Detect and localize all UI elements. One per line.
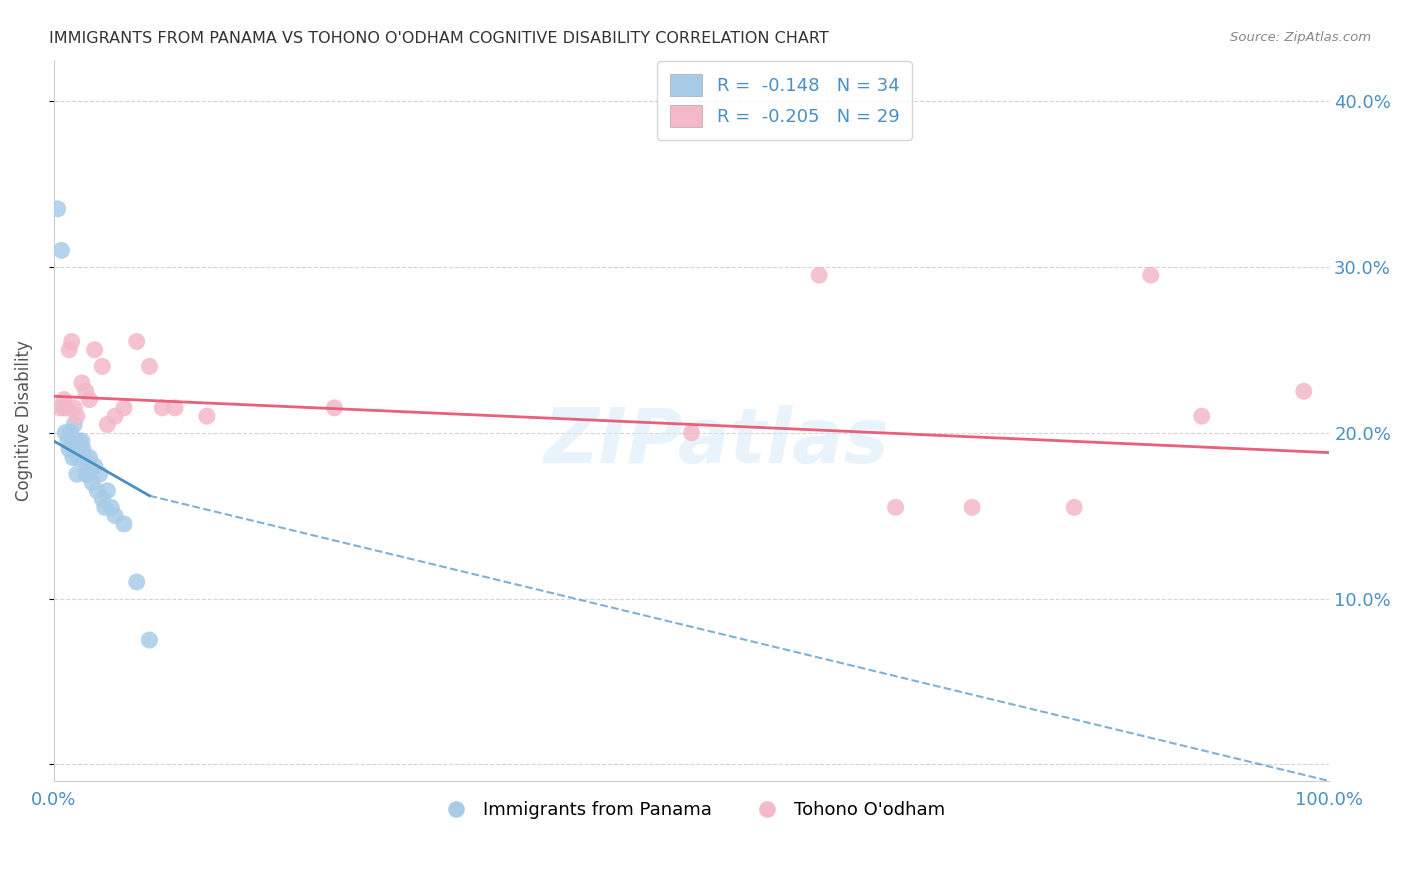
Point: [96, 483, 118, 498]
Point: [1292, 384, 1315, 399]
Point: [63, 401, 86, 415]
Point: [49, 401, 72, 415]
Point: [53, 425, 76, 440]
Point: [808, 268, 831, 283]
Point: [75, 384, 97, 399]
Point: [75, 467, 97, 482]
Point: [138, 633, 160, 648]
Point: [94, 500, 117, 515]
Point: [100, 500, 122, 515]
Point: [681, 425, 703, 440]
Point: [83, 458, 105, 473]
Text: IMMIGRANTS FROM PANAMA VS TOHONO O'ODHAM COGNITIVE DISABILITY CORRELATION CHART: IMMIGRANTS FROM PANAMA VS TOHONO O'ODHAM…: [49, 31, 830, 46]
Point: [1191, 409, 1213, 424]
Point: [79, 450, 101, 465]
Point: [72, 442, 94, 457]
Point: [59, 425, 82, 440]
Point: [76, 458, 98, 473]
Point: [163, 401, 186, 415]
Point: [63, 417, 86, 432]
Point: [884, 500, 907, 515]
Point: [53, 392, 76, 407]
Point: [58, 343, 80, 357]
Point: [51, 244, 73, 258]
Point: [195, 409, 218, 424]
Point: [125, 334, 148, 349]
Point: [86, 483, 108, 498]
Point: [46, 202, 69, 216]
Point: [70, 434, 93, 448]
Point: [150, 401, 173, 415]
Point: [56, 434, 79, 448]
Point: [66, 409, 89, 424]
Legend: Immigrants from Panama, Tohono O'odham: Immigrants from Panama, Tohono O'odham: [432, 794, 952, 826]
Y-axis label: Cognitive Disability: Cognitive Disability: [15, 340, 32, 500]
Point: [60, 334, 83, 349]
Point: [83, 343, 105, 357]
Point: [104, 508, 127, 523]
Point: [73, 450, 96, 465]
Point: [53, 401, 76, 415]
Point: [62, 450, 84, 465]
Point: [960, 500, 983, 515]
Point: [60, 434, 83, 448]
Point: [1063, 500, 1085, 515]
Point: [323, 401, 346, 415]
Point: [112, 516, 135, 531]
Text: Source: ZipAtlas.com: Source: ZipAtlas.com: [1230, 31, 1371, 45]
Point: [125, 574, 148, 589]
Point: [112, 401, 135, 415]
Point: [67, 450, 90, 465]
Point: [96, 417, 118, 432]
Point: [58, 442, 80, 457]
Point: [65, 434, 87, 448]
Text: ZIPatlas: ZIPatlas: [544, 405, 890, 479]
Point: [67, 434, 90, 448]
Point: [1139, 268, 1161, 283]
Point: [55, 401, 77, 415]
Point: [66, 467, 89, 482]
Point: [91, 359, 114, 374]
Point: [89, 467, 111, 482]
Point: [69, 442, 91, 457]
Point: [79, 392, 101, 407]
Point: [91, 491, 114, 506]
Point: [82, 475, 104, 490]
Point: [70, 376, 93, 390]
Point: [104, 409, 127, 424]
Point: [77, 467, 100, 482]
Point: [138, 359, 160, 374]
